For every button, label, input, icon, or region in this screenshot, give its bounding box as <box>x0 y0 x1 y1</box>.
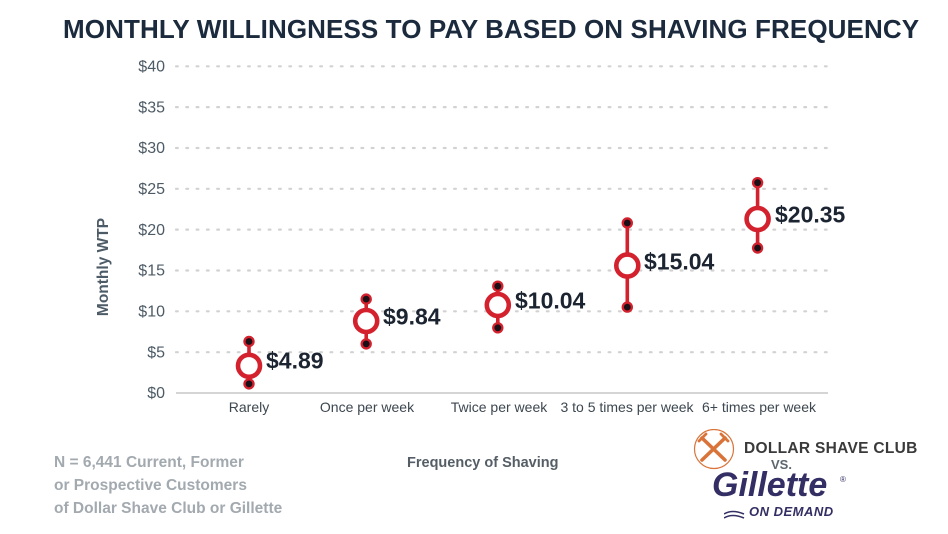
svg-text:6+ times per week: 6+ times per week <box>702 399 817 415</box>
svg-text:Rarely: Rarely <box>229 399 269 415</box>
svg-text:$30: $30 <box>138 140 165 157</box>
svg-text:®: ® <box>840 475 846 484</box>
svg-text:ON DEMAND: ON DEMAND <box>749 504 834 519</box>
svg-text:$20.35: $20.35 <box>775 202 846 228</box>
svg-text:$15: $15 <box>138 263 165 280</box>
svg-text:$0: $0 <box>147 385 165 402</box>
svg-text:Monthly WTP: Monthly WTP <box>95 218 112 316</box>
svg-text:$4.89: $4.89 <box>266 348 324 374</box>
svg-text:$25: $25 <box>138 181 165 198</box>
svg-text:DOLLAR SHAVE CLUB: DOLLAR SHAVE CLUB <box>744 440 918 457</box>
svg-text:$10.04: $10.04 <box>515 288 586 314</box>
svg-text:3 to 5 times per week: 3 to 5 times per week <box>560 399 694 415</box>
svg-text:$5: $5 <box>147 344 165 361</box>
svg-text:Gillette: Gillette <box>712 468 827 504</box>
svg-text:Twice per week: Twice per week <box>451 399 548 415</box>
svg-text:Once per week: Once per week <box>320 399 415 415</box>
svg-text:$35: $35 <box>138 99 165 116</box>
svg-text:$40: $40 <box>138 59 165 76</box>
svg-text:$10: $10 <box>138 304 165 321</box>
svg-text:$20: $20 <box>138 222 165 239</box>
svg-text:$15.04: $15.04 <box>644 249 715 275</box>
svg-text:$9.84: $9.84 <box>383 304 441 330</box>
